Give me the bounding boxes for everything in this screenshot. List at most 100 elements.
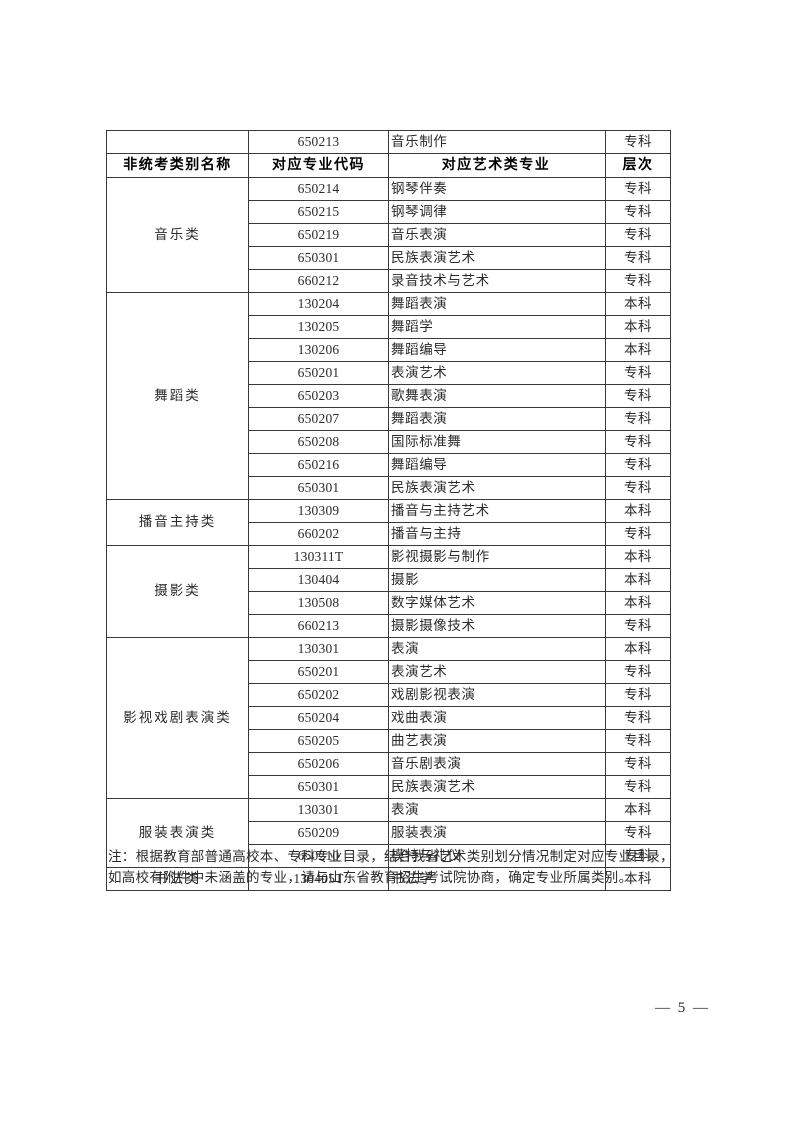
code-cell: 650213 (248, 130, 389, 154)
code-cell: 650202 (248, 683, 389, 707)
category-cell: 影视戏剧表演类 (106, 637, 249, 799)
table-row: 660212 录音技术与艺术 专科 (107, 269, 671, 293)
level-cell: 本科 (605, 798, 671, 822)
major-cell: 音乐表演 (388, 223, 606, 247)
major-cell: 服装表演 (388, 821, 606, 845)
table-row: 650207 舞蹈表演 专科 (107, 407, 671, 431)
category-cell: 播音主持类 (106, 499, 249, 546)
level-cell: 专科 (605, 200, 671, 224)
code-cell: 650209 (248, 821, 389, 845)
category-cell-empty (106, 130, 249, 154)
major-cell: 民族表演艺术 (388, 246, 606, 270)
level-cell: 专科 (605, 752, 671, 776)
major-cell: 歌舞表演 (388, 384, 606, 408)
header-level: 层次 (605, 153, 671, 178)
table-row: 650301 民族表演艺术 专科 (107, 775, 671, 799)
level-cell: 专科 (605, 453, 671, 477)
code-cell: 130204 (248, 292, 389, 316)
code-cell: 130206 (248, 338, 389, 362)
level-cell: 专科 (605, 775, 671, 799)
code-cell: 130405T (248, 867, 389, 891)
footnote: 注：根据教育部普通高校本、专科专业目录，结合我省艺术类别划分情况制定对应专业目录… (108, 846, 688, 888)
category-cell: 服装表演类 (106, 798, 249, 868)
major-cell: 舞蹈表演 (388, 407, 606, 431)
major-cell: 数字媒体艺术 (388, 591, 606, 615)
footnote-line-1: 注：根据教育部普通高校本、专科专业目录，结合我省艺术类别划分情况制定对应专业目录… (108, 849, 674, 864)
code-cell: 130311T (248, 545, 389, 569)
major-cell: 模特与礼仪 (388, 844, 606, 868)
level-cell: 专科 (605, 660, 671, 684)
code-cell: 650208 (248, 430, 389, 454)
table-row: 130205 舞蹈学 本科 (107, 315, 671, 339)
level-cell: 本科 (605, 315, 671, 339)
code-cell: 650214 (248, 177, 389, 201)
code-cell: 650201 (248, 361, 389, 385)
major-cell: 舞蹈表演 (388, 292, 606, 316)
table-row: 650210 模特与礼仪 专科 (107, 844, 671, 868)
table-row: 播音主持类 130309 播音与主持艺术 本科 (106, 499, 671, 546)
major-cell: 摄影 (388, 568, 606, 592)
category-cell: 音乐类 (106, 177, 249, 293)
major-cell: 舞蹈编导 (388, 453, 606, 477)
code-cell: 650204 (248, 706, 389, 730)
level-cell: 本科 (605, 292, 671, 316)
major-cell: 播音与主持艺术 (388, 499, 606, 523)
level-cell: 专科 (605, 384, 671, 408)
page-number: — 5 — (655, 1000, 710, 1016)
major-cell: 表演艺术 (388, 361, 606, 385)
table-row: 舞蹈类 130204 舞蹈表演 本科 (106, 292, 671, 500)
code-cell: 650203 (248, 384, 389, 408)
table-row: 书法类 130405T 书法学 本科 (106, 867, 671, 891)
level-cell: 专科 (605, 614, 671, 638)
level-cell: 本科 (605, 568, 671, 592)
major-cell: 播音与主持 (388, 522, 606, 546)
table-row: 650203 歌舞表演 专科 (107, 384, 671, 408)
major-cell: 民族表演艺术 (388, 476, 606, 500)
code-cell: 650207 (248, 407, 389, 431)
major-cell: 表演艺术 (388, 660, 606, 684)
table-row: 650213 音乐制作 专科 (106, 130, 671, 154)
level-cell: 本科 (605, 591, 671, 615)
header-code: 对应专业代码 (248, 153, 389, 178)
level-cell: 专科 (605, 683, 671, 707)
level-cell: 本科 (605, 867, 671, 891)
code-cell: 650205 (248, 729, 389, 753)
level-cell: 专科 (605, 269, 671, 293)
level-cell: 专科 (605, 430, 671, 454)
major-cell: 书法学 (388, 867, 606, 891)
table-header-row: 非统考类别名称 对应专业代码 对应艺术类专业 层次 (106, 153, 671, 178)
table-row: 650202 戏剧影视表演 专科 (107, 683, 671, 707)
code-cell: 650210 (248, 844, 389, 868)
level-cell: 本科 (605, 637, 671, 661)
code-cell: 130301 (248, 798, 389, 822)
level-cell: 本科 (605, 545, 671, 569)
code-cell: 650216 (248, 453, 389, 477)
footnote-line-2: 如高校有附件中未涵盖的专业，请与山东省教育招生考试院协商，确定专业所属类别。 (108, 870, 633, 885)
code-cell: 650219 (248, 223, 389, 247)
table-row: 影视戏剧表演类 130301 表演 本科 (106, 637, 671, 799)
level-cell: 专科 (605, 246, 671, 270)
major-cell: 舞蹈编导 (388, 338, 606, 362)
major-cell: 钢琴调律 (388, 200, 606, 224)
code-cell: 130404 (248, 568, 389, 592)
code-cell: 650206 (248, 752, 389, 776)
major-cell: 钢琴伴奏 (388, 177, 606, 201)
category-cell: 书法类 (106, 867, 249, 891)
table-row: 130508 数字媒体艺术 本科 (107, 591, 671, 615)
code-cell: 650301 (248, 246, 389, 270)
level-cell: 专科 (605, 130, 671, 154)
level-cell: 专科 (605, 476, 671, 500)
table-row: 服装表演类 130301 表演 本科 (106, 798, 671, 868)
table-row: 650208 国际标准舞 专科 (107, 430, 671, 454)
code-cell: 660213 (248, 614, 389, 638)
major-cell: 音乐制作 (388, 130, 606, 154)
level-cell: 专科 (605, 522, 671, 546)
table-row: 660213 摄影摄像技术 专科 (107, 614, 671, 638)
table-row: 650219 音乐表演 专科 (107, 223, 671, 247)
table-row: 音乐类 650214 钢琴伴奏 专科 (106, 177, 671, 293)
code-cell: 130205 (248, 315, 389, 339)
level-cell: 专科 (605, 177, 671, 201)
level-cell: 专科 (605, 223, 671, 247)
major-cell: 国际标准舞 (388, 430, 606, 454)
